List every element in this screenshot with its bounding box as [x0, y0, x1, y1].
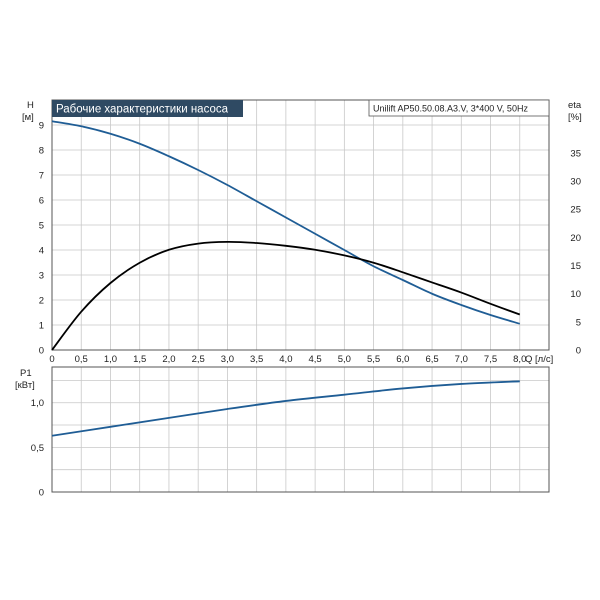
- q-axis-label: Q [л/с]: [525, 354, 553, 365]
- y2-tick-label: 5: [576, 317, 581, 328]
- y2-tick-label: 30: [570, 177, 581, 188]
- y-tick-label: 4: [39, 246, 44, 257]
- x-tick-label: 1,5: [133, 354, 146, 365]
- x-tick-label: 5,5: [367, 354, 380, 365]
- y-tick-label: 1: [39, 321, 44, 332]
- x-tick-label: 5,0: [338, 354, 351, 365]
- chart-title-background: [52, 100, 243, 117]
- x-tick-label: 3,5: [250, 354, 263, 365]
- y2-tick-label: 20: [570, 233, 581, 244]
- y-tick-label: 7: [39, 171, 44, 182]
- eta-axis-unit: [%]: [568, 112, 582, 123]
- model-label: Unilift AP50.50.08.A3.V, 3*400 V, 50Hz: [373, 104, 528, 114]
- y2-tick-label: 0: [576, 346, 581, 357]
- head-curve: [51, 120, 521, 325]
- y-tick-label: 5: [39, 221, 44, 232]
- x-tick-label: 1,0: [104, 354, 117, 365]
- bottom-plot-frame: [51, 366, 550, 493]
- x-tick-label: 0: [49, 354, 54, 365]
- y2-tick-label: 15: [570, 261, 581, 272]
- p1-axis-label: P1: [20, 368, 32, 379]
- y2-tick-label: 10: [570, 289, 581, 300]
- x-tick-label: 6,5: [425, 354, 438, 365]
- p1-axis-unit: [кВт]: [15, 380, 35, 391]
- model-label-box: [368, 99, 550, 117]
- efficiency-curve: [51, 240, 521, 351]
- y-tick-label: 2: [39, 296, 44, 307]
- q-axis-ticks: 0 0,5 1,0 1,5 2,0 2,5 3,0 3,5 4,0 4,5 5,0 5,5 6,0 6,5…: [49, 354, 526, 365]
- top-plot-frame: [51, 99, 550, 351]
- bottom-plot-grid: [52, 367, 549, 492]
- h-axis-label: H: [27, 100, 34, 111]
- x-tick-label: 8,0: [513, 354, 526, 365]
- x-tick-label: 7,5: [484, 354, 497, 365]
- chart-title: Рабочие характеристики насоса: [56, 104, 229, 116]
- h-axis-ticks: 0 1 2 3 4 5 6 7 8 9: [39, 121, 44, 357]
- y2-tick-label: 35: [570, 148, 581, 159]
- x-tick-label: 7,0: [455, 354, 468, 365]
- y2-tick-label: 25: [570, 205, 581, 216]
- y-tick-label: 3: [39, 271, 44, 282]
- power-curve: [51, 380, 520, 437]
- x-tick-label: 2,5: [192, 354, 205, 365]
- y-tick-label: 6: [39, 196, 44, 207]
- x-tick-label: 4,5: [309, 354, 322, 365]
- p1-axis-ticks: 0 0,5 1,0: [31, 398, 44, 498]
- x-tick-label: 2,0: [162, 354, 175, 365]
- p1-tick-label: 1,0: [31, 398, 44, 409]
- y-tick-label: 8: [39, 146, 44, 157]
- eta-axis-label: eta: [568, 100, 582, 111]
- x-tick-label: 0,5: [75, 354, 88, 365]
- eta-axis-ticks: 0 5 10 15 20 25 30 35: [570, 148, 581, 356]
- top-plot-grid: [52, 100, 549, 350]
- p1-tick-label: 0: [39, 488, 44, 499]
- p1-tick-label: 0,5: [31, 443, 44, 454]
- x-tick-label: 3,0: [221, 354, 234, 365]
- x-tick-label: 4,0: [279, 354, 292, 365]
- h-axis-unit: [м]: [22, 112, 34, 123]
- x-tick-label: 6,0: [396, 354, 409, 365]
- y-tick-label: 0: [39, 346, 44, 357]
- y-tick-label: 9: [39, 121, 44, 132]
